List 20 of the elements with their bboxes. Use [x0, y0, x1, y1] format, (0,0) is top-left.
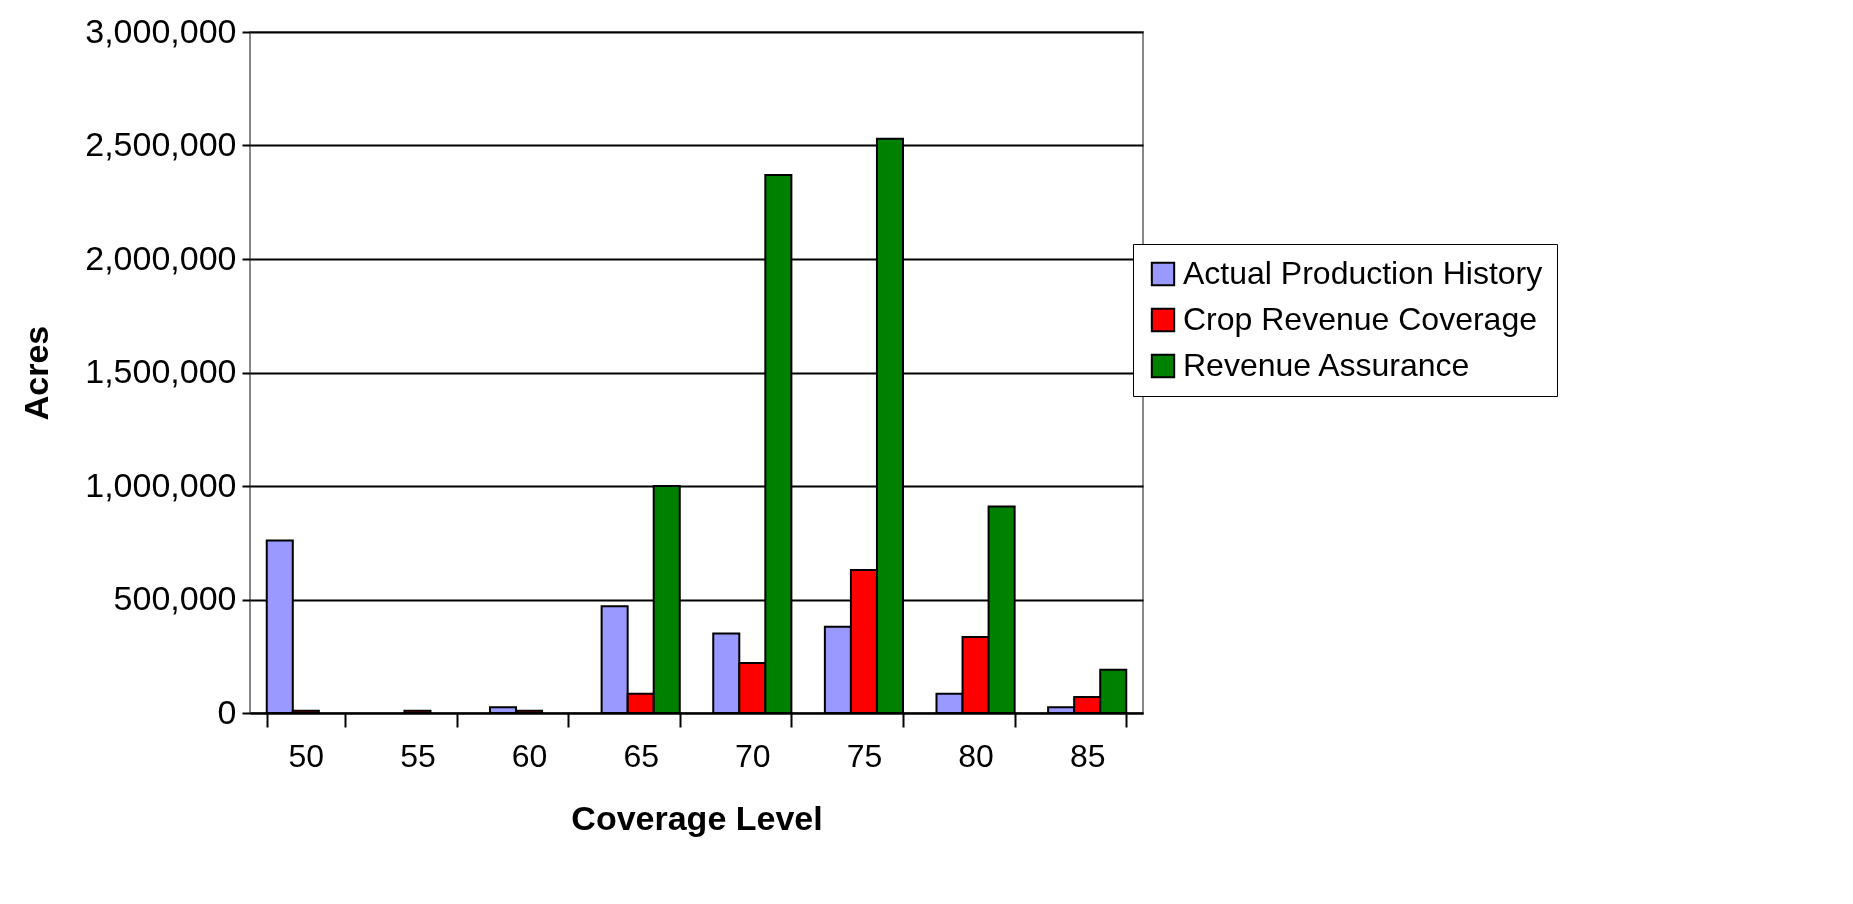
y-tick-label: 0 — [217, 692, 237, 731]
legend-label: Actual Production History — [1183, 255, 1543, 291]
y-tick-label: 1,000,000 — [85, 465, 237, 504]
x-tick-label: 50 — [288, 737, 325, 774]
x-tick-label: 70 — [735, 737, 771, 774]
y-axis-title: Acres — [17, 325, 56, 421]
x-tick-label: 60 — [511, 737, 548, 774]
y-tick-label: 500,000 — [113, 579, 237, 617]
x-tick-label: 80 — [958, 737, 994, 774]
x-tick-label: 55 — [400, 737, 436, 774]
x-tick-label: 75 — [846, 737, 883, 774]
y-tick-label: 2,000,000 — [85, 238, 237, 277]
y-tick-label: 3,000,000 — [85, 11, 237, 50]
x-tick-label: 85 — [1069, 737, 1106, 774]
x-tick-label: 65 — [623, 737, 659, 774]
y-tick-label: 2,500,000 — [85, 125, 237, 163]
legend-label: Revenue Assurance — [1183, 347, 1470, 383]
legend-label: Crop Revenue Coverage — [1183, 301, 1537, 337]
x-axis-title: Coverage Level — [571, 798, 823, 837]
y-tick-label: 1,500,000 — [85, 352, 237, 390]
